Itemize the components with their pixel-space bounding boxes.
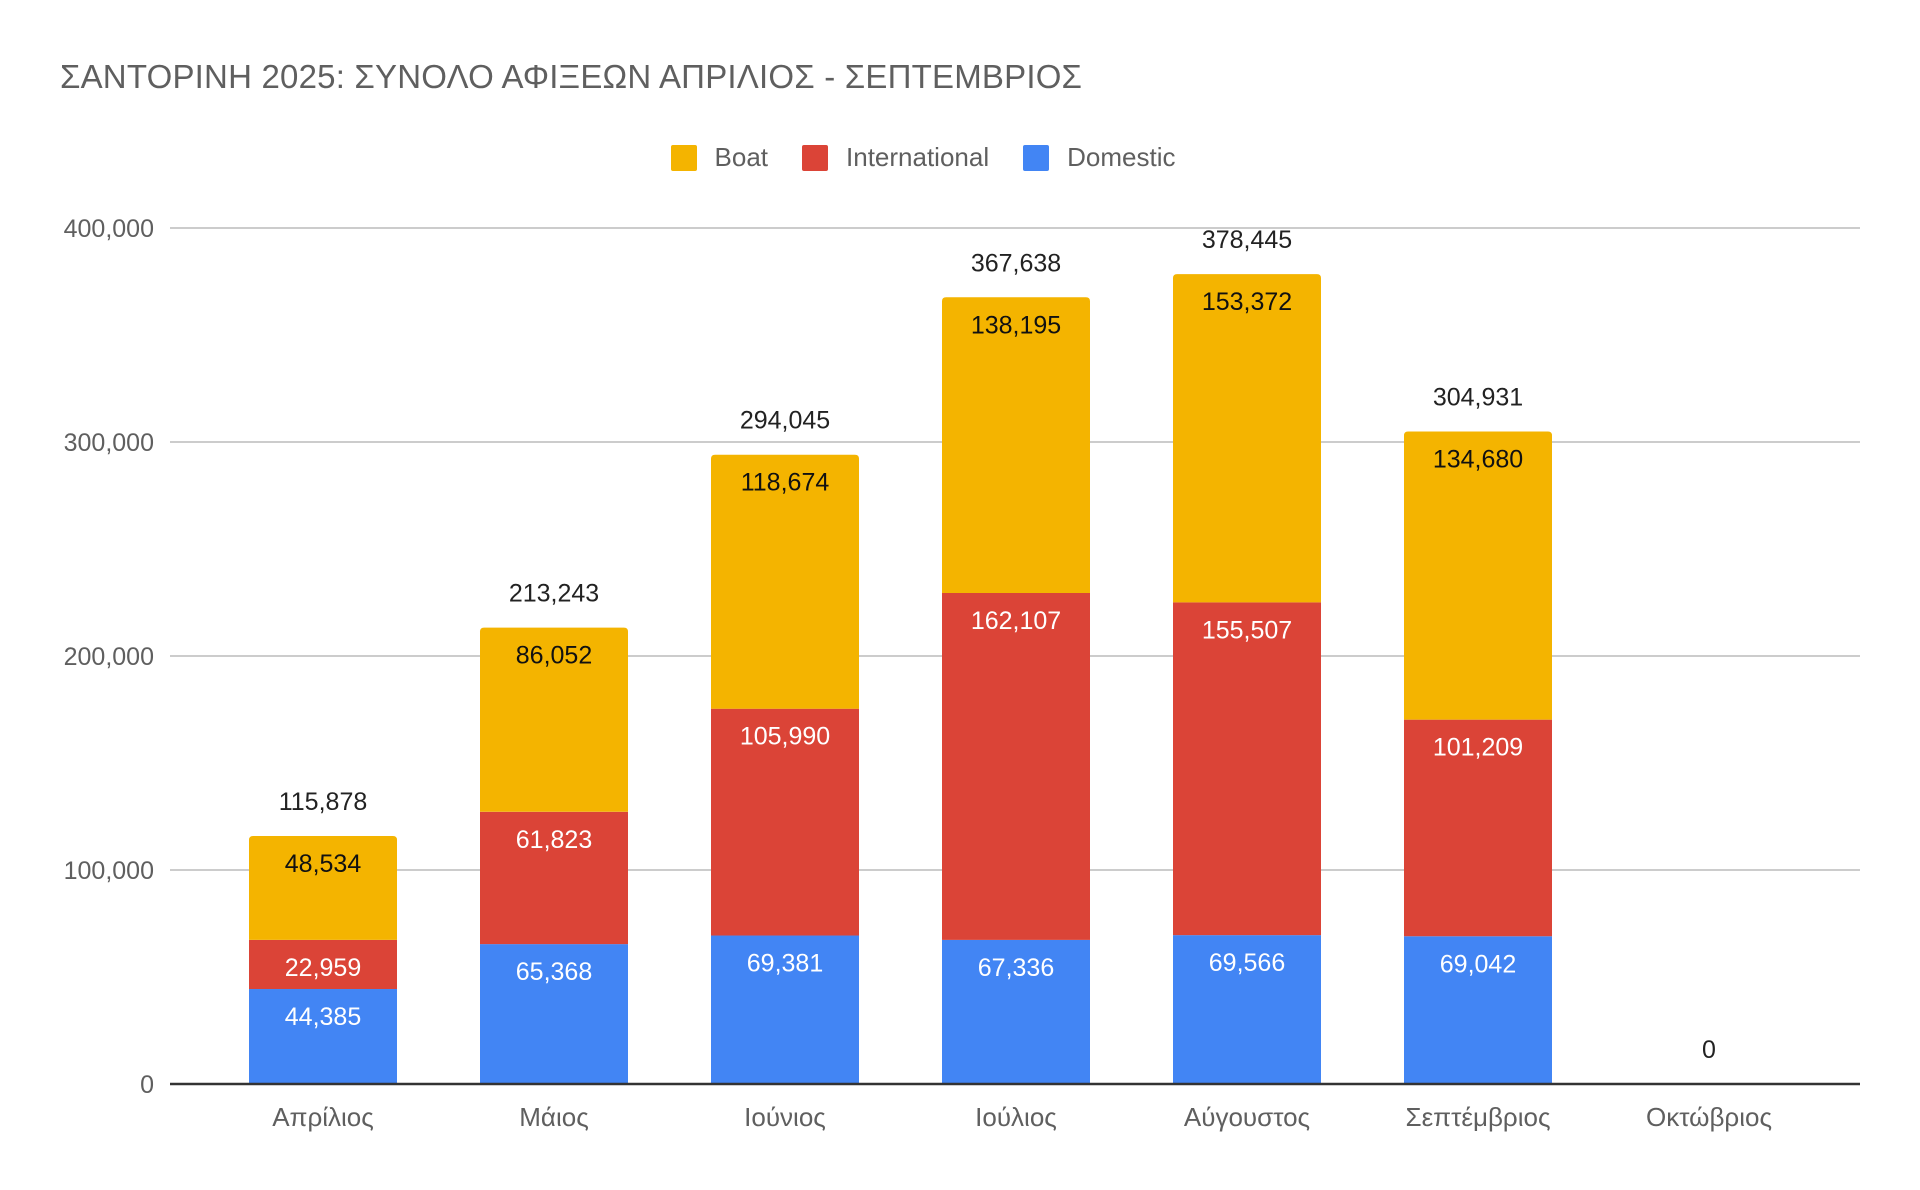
legend-swatch-boat <box>670 144 697 171</box>
bar-segment-boat <box>1173 274 1321 603</box>
legend-item-domestic[interactable]: Domestic <box>1023 142 1175 173</box>
legend-swatch-domestic <box>1023 144 1050 171</box>
bar-segment-boat <box>711 454 859 709</box>
data-label-boat: 138,195 <box>971 311 1061 339</box>
data-label-domestic: 67,336 <box>978 954 1054 982</box>
total-label: 304,931 <box>1433 383 1523 411</box>
data-label-international: 105,990 <box>740 723 830 751</box>
x-tick-label: Αύγουστος <box>1184 1102 1310 1132</box>
x-tick-label: Σεπτέμβριος <box>1406 1102 1551 1132</box>
legend-label-boat: Boat <box>714 142 769 172</box>
bar-segment-domestic <box>1173 935 1321 1084</box>
data-label-international: 61,823 <box>516 826 592 854</box>
y-tick-label: 400,000 <box>64 215 154 243</box>
y-tick-label: 300,000 <box>64 429 154 457</box>
bar-segment-international <box>1404 719 1552 937</box>
bar-segment-boat <box>942 297 1090 593</box>
data-label-international: 155,507 <box>1202 616 1292 644</box>
total-label: 294,045 <box>740 407 830 435</box>
x-tick-label: Απρίλιος <box>272 1102 374 1132</box>
y-axis-ticks: 0 100,000 200,000 300,000 400,000 <box>64 215 154 1099</box>
total-label: 0 <box>1702 1036 1716 1064</box>
total-labels: 115,878 213,243 294,045 367,638 378,445 304,9… <box>279 226 1716 1064</box>
chart-title: ΣΑΝΤΟΡΙΝΗ 2025: ΣΥΝΟΛΟ ΑΦΙΞΕΩΝ ΑΠΡΙΛΙΟΣ … <box>60 58 1083 95</box>
data-label-boat: 153,372 <box>1202 288 1292 316</box>
bar-segment-domestic <box>1404 936 1552 1084</box>
legend-item-boat[interactable]: Boat <box>670 142 769 173</box>
x-axis-labels: Απρίλιος Μάιος Ιούνιος Ιούλιος Αύγουστος Σεπτ… <box>272 1102 1772 1132</box>
data-label-domestic: 69,381 <box>747 950 823 978</box>
bar-segment-domestic <box>249 989 397 1084</box>
total-label: 367,638 <box>971 249 1061 277</box>
bar-segment-international <box>942 592 1090 940</box>
legend: Boat International Domestic <box>0 142 1920 173</box>
total-label: 378,445 <box>1202 226 1292 254</box>
legend-swatch-international <box>802 144 829 171</box>
data-label-boat: 118,674 <box>741 469 830 497</box>
bar-segment-international <box>1173 602 1321 936</box>
bar-segment-domestic <box>480 944 628 1084</box>
bar-segment-international <box>480 811 628 945</box>
bar-segment-boat <box>249 836 397 940</box>
y-tick-label: 100,000 <box>64 857 154 885</box>
x-tick-label: Ιούλιος <box>975 1102 1057 1132</box>
x-tick-label: Οκτώβριος <box>1646 1102 1772 1132</box>
bar-segment-domestic <box>942 939 1090 1084</box>
y-tick-label: 200,000 <box>64 643 154 671</box>
data-label-boat: 48,534 <box>285 850 362 878</box>
data-label-boat: 86,052 <box>516 642 592 670</box>
bar-segment-domestic <box>711 935 859 1084</box>
x-tick-label: Ιούνιος <box>744 1102 826 1132</box>
data-label-domestic: 65,368 <box>516 958 592 986</box>
data-label-domestic: 44,385 <box>285 1003 361 1031</box>
data-label-domestic: 69,566 <box>1209 949 1285 977</box>
x-tick-label: Μάιος <box>519 1102 588 1132</box>
legend-item-international[interactable]: International <box>802 142 989 173</box>
data-label-international: 22,959 <box>285 954 361 982</box>
data-label-international: 162,107 <box>971 607 1061 635</box>
bar-segment-boat <box>1404 431 1552 720</box>
bar-segment-international <box>711 708 859 936</box>
data-label-boat: 134,680 <box>1433 445 1523 473</box>
total-label: 213,243 <box>509 580 599 608</box>
bar-segment-international <box>249 939 397 990</box>
total-label: 115,878 <box>279 788 368 816</box>
legend-label-domestic: Domestic <box>1067 142 1176 172</box>
legend-label-international: International <box>846 142 990 172</box>
bar-segment-boat <box>480 627 628 812</box>
data-label-international: 101,209 <box>1433 734 1523 762</box>
segment-labels: 44,385 22,959 48,534 65,368 61,823 86,052 69,3… <box>285 288 1523 1031</box>
bars <box>249 274 1552 1084</box>
data-label-domestic: 69,042 <box>1440 950 1516 978</box>
y-tick-label: 0 <box>140 1071 154 1099</box>
